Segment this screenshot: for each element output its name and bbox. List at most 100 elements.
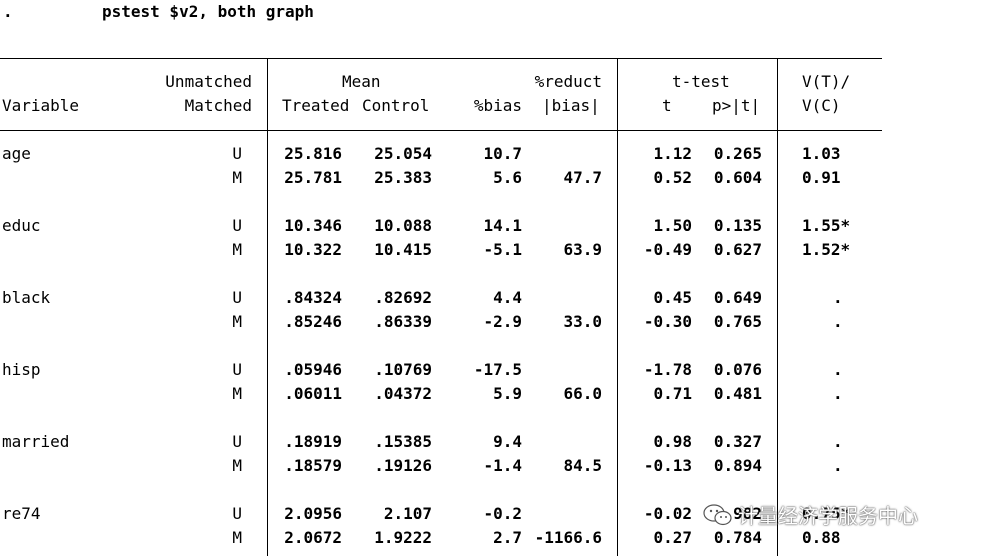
header-ttest: t-test — [672, 72, 730, 91]
pct-reduct: 66.0 — [563, 384, 602, 403]
t-stat: 1.50 — [653, 216, 692, 235]
variance-ratio: . — [833, 384, 843, 403]
wechat-logo-icon — [703, 503, 732, 525]
treated-mean: 25.816 — [284, 144, 342, 163]
pct-bias: -17.5 — [473, 360, 522, 379]
p-value: 0.327 — [713, 432, 762, 451]
row-type: U — [232, 144, 242, 163]
treated-mean: .05946 — [284, 360, 342, 379]
header-pct-reduct: %reduct — [534, 72, 602, 91]
control-mean: .82692 — [374, 288, 432, 307]
control-mean: .15385 — [374, 432, 432, 451]
control-mean: .10769 — [374, 360, 432, 379]
header-treated: Treated — [282, 96, 350, 115]
row-type: M — [232, 384, 242, 403]
treated-mean: 10.322 — [284, 240, 342, 259]
row-type: U — [232, 288, 242, 307]
variable-name: black — [2, 288, 51, 307]
t-stat: 0.27 — [653, 528, 692, 547]
row-type: U — [232, 504, 242, 523]
row-type: M — [232, 456, 242, 475]
header-control: Control — [362, 96, 430, 115]
p-value: 0.604 — [713, 168, 762, 187]
pct-reduct: -1166.6 — [534, 528, 602, 547]
variance-ratio: 0.91 — [802, 168, 841, 187]
row-type: U — [232, 216, 242, 235]
watermark: 计量经济学服务中心 — [702, 500, 918, 529]
header-matched: Matched — [184, 96, 252, 115]
t-stat: 0.98 — [653, 432, 692, 451]
pct-bias: -2.9 — [483, 312, 522, 331]
t-stat: 1.12 — [653, 144, 692, 163]
p-value: 0.894 — [713, 456, 762, 475]
control-mean: 2.107 — [383, 504, 432, 523]
variance-ratio: 0.88 — [802, 528, 841, 547]
header-variable: Variable — [2, 96, 80, 115]
header-p: p>|t| — [712, 96, 761, 115]
row-type: M — [232, 528, 242, 547]
header-bottom-rule — [0, 130, 882, 131]
t-stat: -0.49 — [643, 240, 692, 259]
t-stat: 0.71 — [653, 384, 692, 403]
variance-ratio: . — [833, 312, 843, 331]
pct-bias: -5.1 — [483, 240, 522, 259]
variance-ratio: 1.55* — [802, 216, 851, 235]
header-vratio-top: V(T)/ — [802, 72, 851, 91]
variable-name: age — [2, 144, 31, 163]
t-stat: -1.78 — [643, 360, 692, 379]
pct-bias: 5.9 — [493, 384, 522, 403]
table-top-rule — [0, 58, 882, 59]
control-mean: .19126 — [374, 456, 432, 475]
header-vratio-bottom: V(C) — [802, 96, 841, 115]
t-stat: -0.02 — [643, 504, 692, 523]
control-mean: 25.383 — [374, 168, 432, 187]
row-type: M — [232, 240, 242, 259]
header-mean: Mean — [342, 72, 381, 91]
p-value: 0.076 — [713, 360, 762, 379]
watermark-text: 计量经济学服务中心 — [738, 504, 918, 528]
treated-mean: 10.346 — [284, 216, 342, 235]
t-stat: 0.45 — [653, 288, 692, 307]
p-value: 0.135 — [713, 216, 762, 235]
header-pct-bias: %bias — [473, 96, 522, 115]
control-mean: .04372 — [374, 384, 432, 403]
column-divider-2 — [617, 58, 618, 556]
control-mean: 10.088 — [374, 216, 432, 235]
p-value: 0.649 — [713, 288, 762, 307]
treated-mean: .18579 — [284, 456, 342, 475]
pct-bias: 10.7 — [483, 144, 522, 163]
control-mean: 25.054 — [374, 144, 432, 163]
control-mean: 10.415 — [374, 240, 432, 259]
pct-reduct: 47.7 — [563, 168, 602, 187]
row-type: U — [232, 360, 242, 379]
header-unmatched: Unmatched — [165, 72, 252, 91]
pct-reduct: 84.5 — [563, 456, 602, 475]
variable-name: educ — [2, 216, 41, 235]
pct-bias: 5.6 — [493, 168, 522, 187]
column-divider-1 — [267, 58, 268, 556]
treated-mean: 25.781 — [284, 168, 342, 187]
header-abs-bias: |bias| — [542, 96, 600, 115]
t-stat: 0.52 — [653, 168, 692, 187]
variable-name: re74 — [2, 504, 41, 523]
pct-bias: 2.7 — [493, 528, 522, 547]
variance-ratio: 1.52* — [802, 240, 851, 259]
command-prompt: . — [3, 2, 13, 21]
treated-mean: .18919 — [284, 432, 342, 451]
treated-mean: .06011 — [284, 384, 342, 403]
header-t: t — [662, 96, 672, 115]
pct-bias: -1.4 — [483, 456, 522, 475]
pct-bias: 4.4 — [493, 288, 522, 307]
row-type: U — [232, 432, 242, 451]
row-type: M — [232, 312, 242, 331]
control-mean: .86339 — [374, 312, 432, 331]
row-type: M — [232, 168, 242, 187]
pct-bias: -0.2 — [483, 504, 522, 523]
variance-ratio: . — [833, 456, 843, 475]
variance-ratio: 0.75* — [802, 504, 851, 523]
pct-bias: 14.1 — [483, 216, 522, 235]
variable-name: married — [2, 432, 70, 451]
variance-ratio: 1.03 — [802, 144, 841, 163]
p-value: 0.265 — [713, 144, 762, 163]
treated-mean: .84324 — [284, 288, 342, 307]
